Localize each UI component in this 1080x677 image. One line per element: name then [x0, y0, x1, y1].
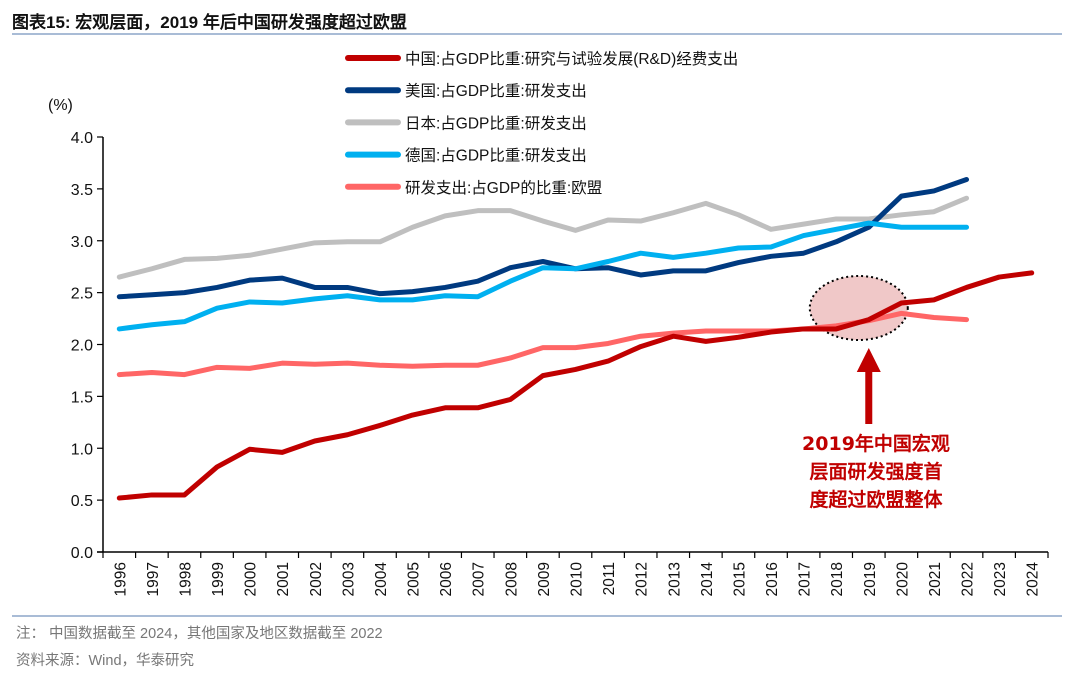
- footnote: 注： 中国数据截至 2024，其他国家及地区数据截至 2022: [16, 626, 383, 642]
- x-tick-label: 2002: [308, 562, 325, 596]
- y-tick-label: 0.5: [71, 493, 93, 510]
- y-tick-label: 2.0: [71, 338, 93, 355]
- y-axis-unit: (%): [48, 97, 73, 114]
- x-tick-label: 2021: [927, 562, 944, 596]
- x-tick-label: 2013: [666, 562, 683, 596]
- y-tick-label: 4.0: [71, 130, 93, 147]
- x-tick-label: 1999: [210, 562, 227, 596]
- x-tick-label: 2006: [438, 562, 455, 596]
- y-tick-label: 3.0: [71, 234, 93, 251]
- series-line: [116, 220, 970, 332]
- x-tick-label: 2015: [731, 562, 748, 596]
- x-tick-label: 2022: [960, 562, 977, 596]
- x-tick-label: 2024: [1025, 562, 1042, 597]
- x-tick-label: 2023: [992, 562, 1009, 596]
- footer-divider: [12, 615, 1062, 617]
- figure-title: 图表15: 宏观层面，2019 年后中国研发强度超过欧盟: [12, 13, 407, 32]
- x-tick-label: 1997: [145, 562, 162, 596]
- x-tick-label: 2016: [764, 562, 781, 596]
- legend-label: 日本:占GDP比重:研发支出: [405, 114, 587, 132]
- x-tick-label: 2004: [373, 562, 390, 597]
- x-tick-label: 2000: [243, 562, 260, 597]
- title-divider: [12, 33, 1062, 35]
- x-tick-label: 2012: [634, 562, 651, 596]
- y-tick-label: 1.0: [71, 441, 93, 458]
- legend-label: 研发支出:占GDP的比重:欧盟: [405, 179, 602, 197]
- annotation-text: 层面研发强度首: [809, 460, 942, 483]
- x-tick-label: 2007: [471, 562, 488, 596]
- legend-label: 德国:占GDP比重:研发支出: [405, 147, 587, 165]
- x-tick-label: 2018: [829, 562, 846, 596]
- x-tick-label: 1998: [177, 562, 194, 596]
- x-tick-label: 2010: [569, 562, 586, 597]
- x-tick-label: 2001: [275, 562, 292, 596]
- x-tick-label: 2009: [536, 562, 553, 596]
- x-tick-label: 1996: [112, 562, 129, 596]
- source-text: 资料来源：Wind，华泰研究: [16, 653, 195, 669]
- x-tick-label: 2020: [894, 562, 911, 597]
- series-line: [116, 270, 1035, 501]
- legend-label: 中国:占GDP比重:研究与试验发展(R&D)经费支出: [405, 50, 738, 68]
- x-tick-label: 2017: [797, 562, 814, 596]
- x-tick-label: 2005: [406, 562, 423, 596]
- y-tick-label: 0.0: [71, 545, 93, 562]
- x-tick-label: 2014: [699, 562, 716, 597]
- series-line: [116, 177, 970, 300]
- annotation-arrowhead: [856, 348, 881, 372]
- annotation-text: 2019年中国宏观: [802, 432, 950, 455]
- x-tick-label: 2019: [862, 562, 879, 596]
- series-line: [116, 195, 970, 280]
- x-tick-label: 2003: [340, 562, 357, 596]
- y-tick-label: 2.5: [71, 286, 93, 303]
- y-tick-label: 3.5: [71, 182, 93, 199]
- x-tick-label: 2008: [503, 562, 520, 596]
- annotation-text: 度超过欧盟整体: [809, 488, 943, 511]
- y-tick-label: 1.5: [71, 389, 93, 406]
- legend-label: 美国:占GDP比重:研发支出: [405, 82, 587, 100]
- x-tick-label: 2011: [601, 562, 618, 595]
